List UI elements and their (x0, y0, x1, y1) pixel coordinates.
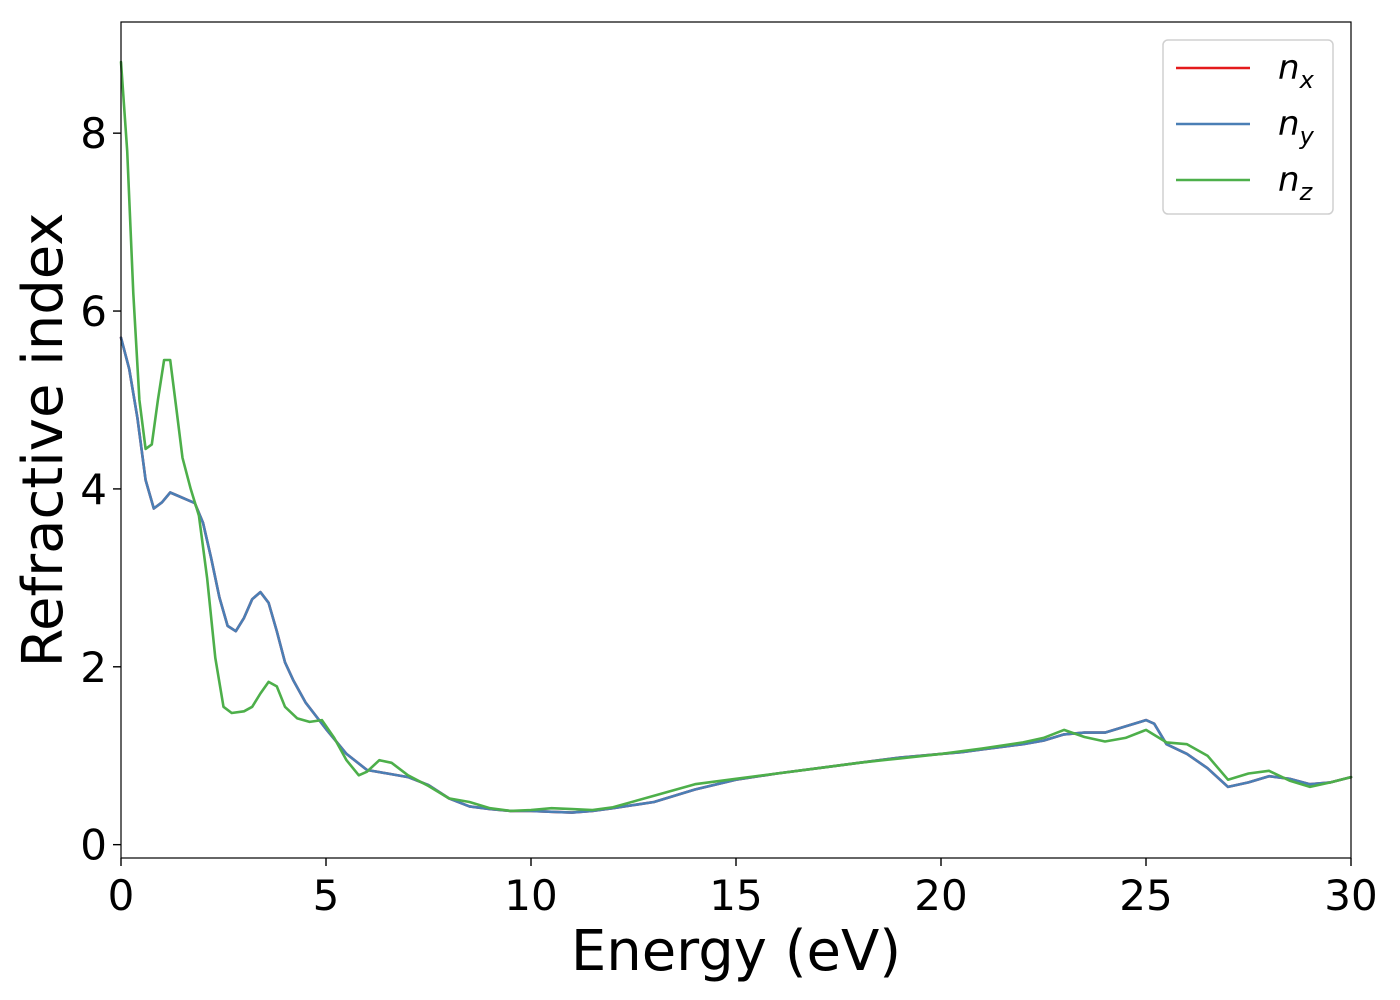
legend-subscript: x (1299, 66, 1315, 94)
x-axis: 0 5 10 15 20 25 30 (108, 858, 1378, 920)
x-axis-label: Energy (eV) (571, 919, 901, 984)
x-tick-label: 5 (313, 871, 340, 920)
series-line-nz (119, 60, 1353, 813)
x-tick-label: 20 (914, 871, 967, 920)
legend-label-nx: nx (1278, 48, 1315, 94)
legend-subscript: z (1299, 178, 1314, 206)
y-tick-label: 4 (80, 465, 107, 514)
y-axis-label: Refractive index (11, 213, 76, 668)
x-tick-label: 0 (108, 871, 135, 920)
x-tick-label: 30 (1324, 871, 1377, 920)
x-tick-label: 25 (1119, 871, 1172, 920)
legend-label-ny: ny (1278, 104, 1315, 150)
x-tick-label: 10 (504, 871, 557, 920)
y-tick-label: 8 (80, 109, 107, 158)
y-tick-label: 0 (80, 821, 107, 870)
legend-subscript: y (1299, 122, 1315, 150)
x-tick-label: 15 (709, 871, 762, 920)
legend-box (1162, 39, 1334, 215)
y-axis: 0 2 4 6 8 (80, 109, 121, 870)
y-tick-label: 2 (80, 643, 107, 692)
series-layer (119, 60, 1353, 814)
y-tick-label: 6 (80, 287, 107, 336)
